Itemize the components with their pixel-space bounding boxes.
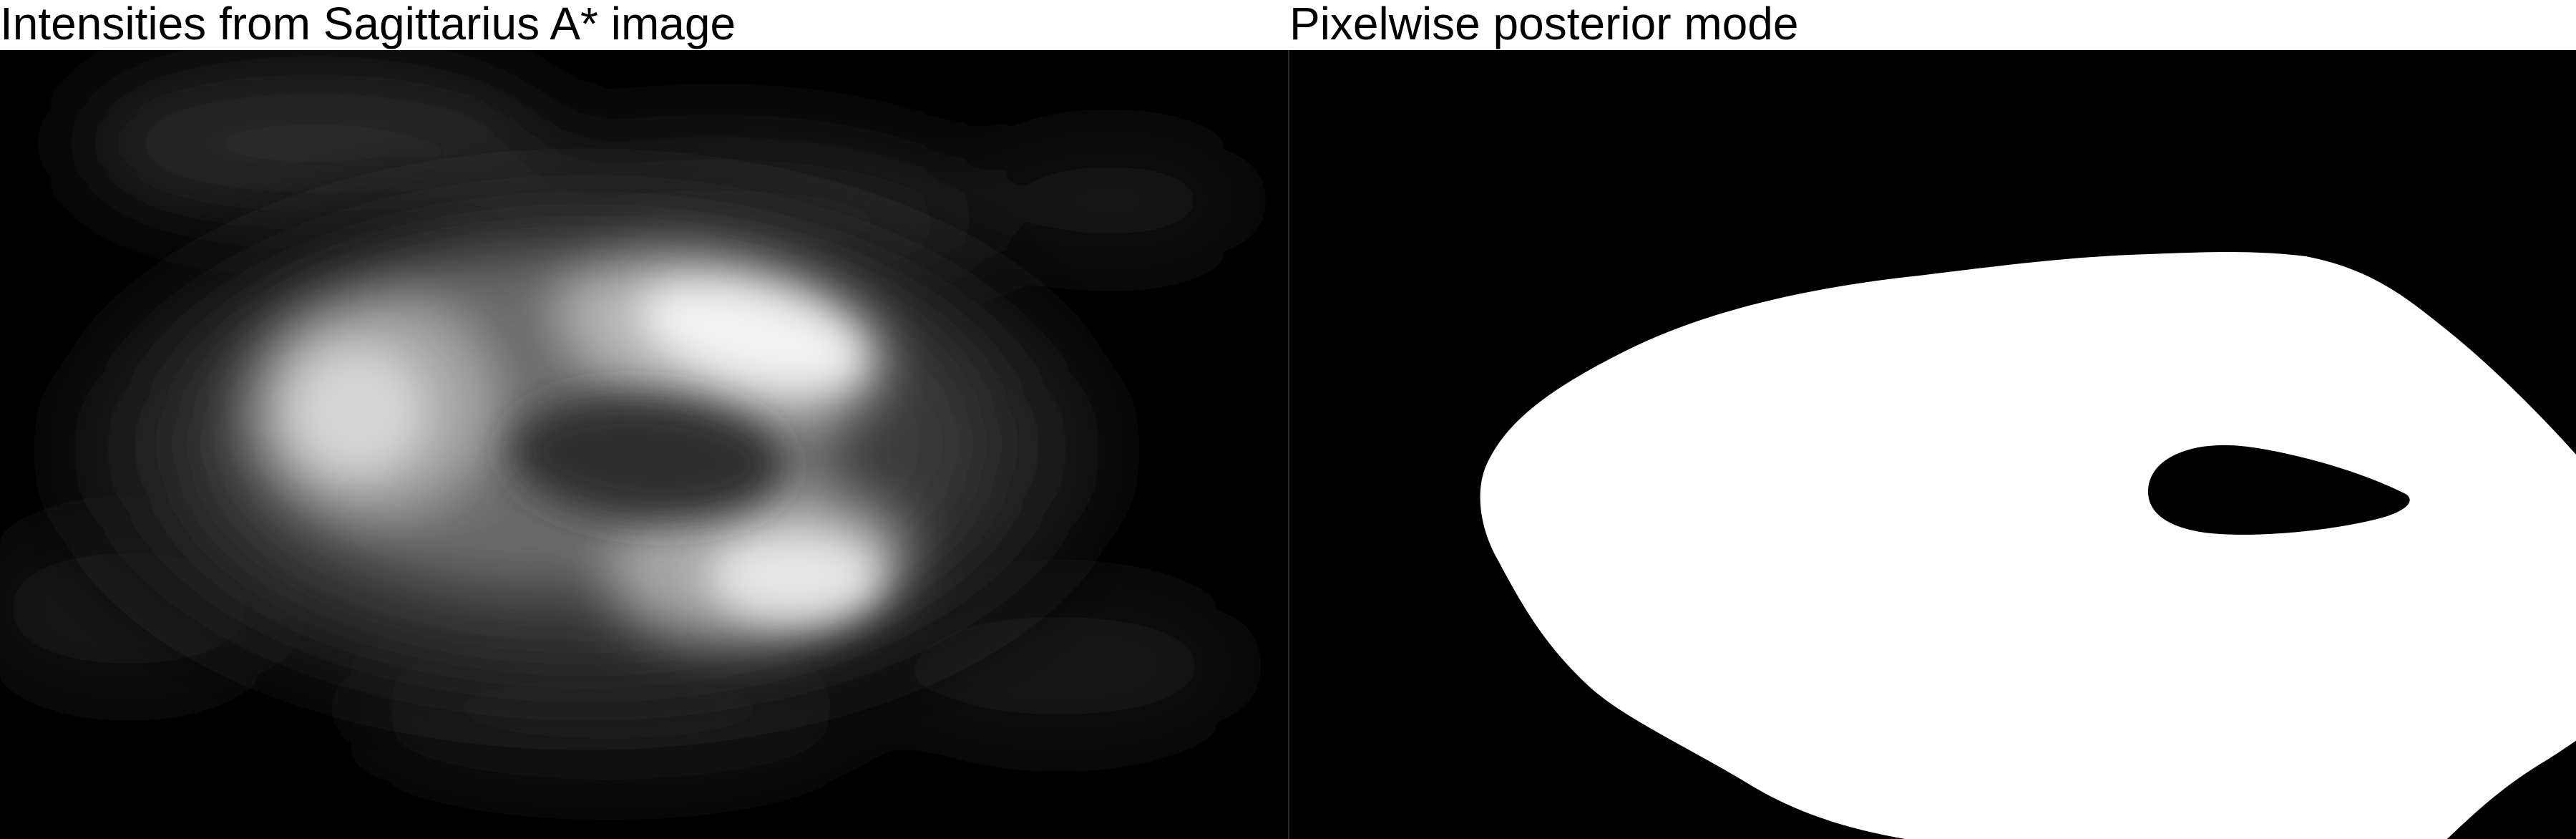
intensity-image bbox=[0, 50, 1288, 839]
posterior-mode-mask bbox=[1289, 50, 2576, 839]
panel-title-posterior-mode: Pixelwise posterior mode bbox=[1289, 0, 1799, 49]
posterior-mode-panel bbox=[1289, 50, 2576, 839]
panel-divider bbox=[1288, 50, 1289, 839]
intensity-image-panel bbox=[0, 50, 1288, 839]
panel-title-intensities: Intensities from Sagittarius A* image bbox=[0, 0, 736, 49]
mask-ring bbox=[1480, 251, 2576, 839]
